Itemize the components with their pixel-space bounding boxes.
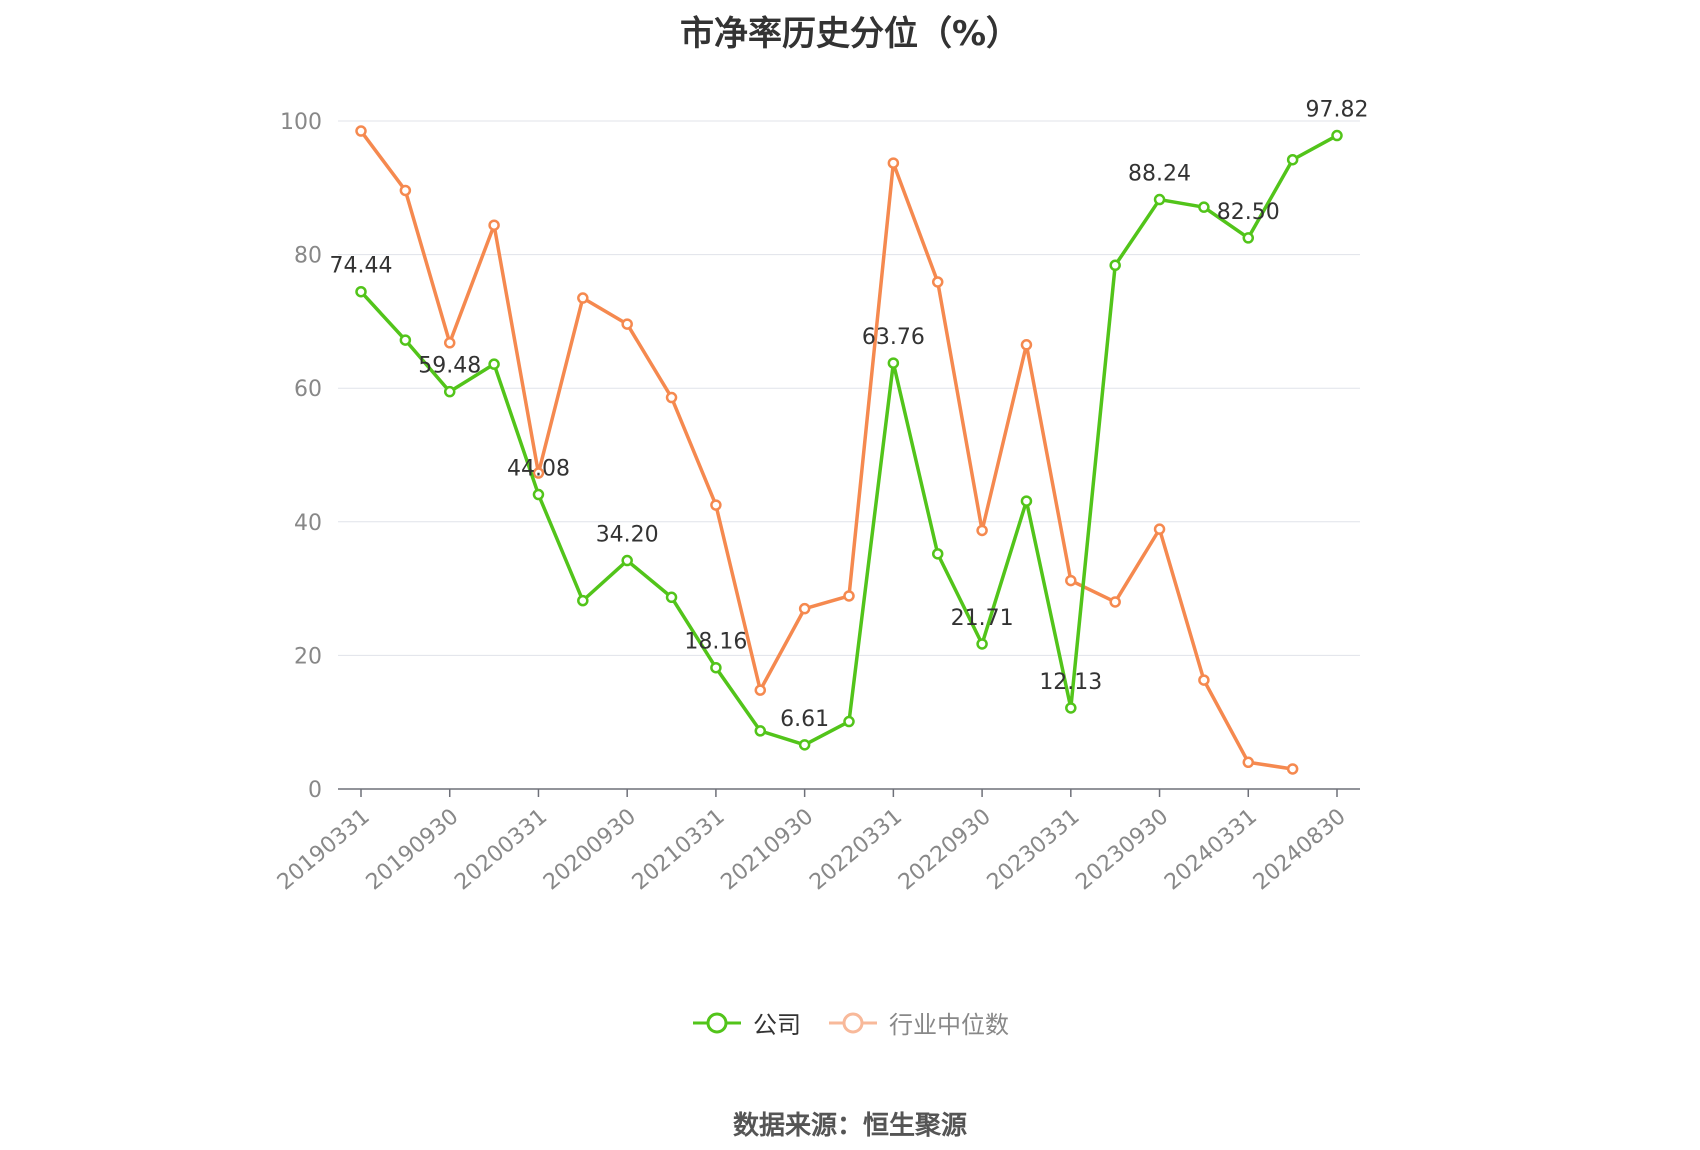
data-point xyxy=(1198,674,1210,686)
y-tick-label: 100 xyxy=(280,110,322,135)
data-point xyxy=(665,391,678,404)
data-point xyxy=(1286,763,1299,775)
x-tick-label: 20200930 xyxy=(539,804,641,895)
data-point xyxy=(1286,153,1299,166)
data-point xyxy=(443,385,456,398)
data-point xyxy=(710,661,722,674)
legend-label: 行业中位数 xyxy=(889,1011,1009,1039)
data-label: 74.44 xyxy=(330,254,393,279)
data-point xyxy=(887,357,900,369)
data-point xyxy=(1065,574,1077,587)
legend: 公司 行业中位数 xyxy=(0,1005,1700,1040)
data-point xyxy=(1020,495,1033,507)
data-point xyxy=(1242,756,1255,769)
data-source-note: 数据来源：恒生聚源 xyxy=(732,1111,967,1141)
data-point xyxy=(1153,193,1166,206)
x-tick-label: 20210331 xyxy=(628,804,730,895)
x-tick-label: 20190331 xyxy=(273,804,375,895)
data-point xyxy=(488,358,500,370)
data-point xyxy=(399,334,412,346)
data-point xyxy=(1198,201,1210,213)
data-point xyxy=(798,739,811,751)
data-label: 44.08 xyxy=(507,457,570,482)
legend-item-industry-median[interactable]: 行业中位数 xyxy=(827,1005,1009,1040)
data-point xyxy=(1020,339,1033,351)
x-tick-label: 20220930 xyxy=(894,804,996,895)
data-point xyxy=(577,292,589,304)
data-point xyxy=(1242,232,1255,244)
y-tick-label: 80 xyxy=(294,244,322,269)
legend-line-circle-icon xyxy=(693,1012,741,1033)
data-label: 34.20 xyxy=(596,523,659,548)
data-point xyxy=(931,276,944,288)
data-point xyxy=(621,554,633,567)
axes: 0 20 40 60 80 100 2019033120190930202003312020… xyxy=(273,110,1360,895)
y-tick-label: 40 xyxy=(294,511,322,536)
x-tick-label: 20230331 xyxy=(983,804,1085,895)
data-point xyxy=(577,594,589,607)
data-point xyxy=(355,285,367,298)
x-tick-label: 20220331 xyxy=(805,804,907,895)
data-point xyxy=(532,467,545,479)
data-labels: 74.44 59.48 44.08 34.20 18.16 6.61 63.76 21.71 1… xyxy=(330,98,1369,732)
data-point xyxy=(488,219,500,231)
data-point xyxy=(1109,259,1121,272)
data-point xyxy=(798,602,811,615)
series-lines xyxy=(355,125,1343,775)
x-tick-label: 20190930 xyxy=(362,804,464,895)
data-point xyxy=(665,591,678,604)
chart-title: 市净率历史分位（%） xyxy=(679,14,1021,54)
y-tick-label: 0 xyxy=(308,778,322,803)
data-point xyxy=(843,590,855,602)
y-tick-label: 60 xyxy=(294,377,322,402)
legend-item-company[interactable]: 公司 xyxy=(691,1005,801,1040)
legend-label: 公司 xyxy=(753,1011,801,1039)
data-label: 97.82 xyxy=(1306,98,1369,123)
x-tick-label: 20200331 xyxy=(450,804,552,895)
data-point xyxy=(355,125,367,137)
x-tick-label: 20230930 xyxy=(1071,804,1173,895)
data-label: 82.50 xyxy=(1217,200,1280,225)
legend-line-circle-icon xyxy=(829,1012,877,1033)
data-label: 88.24 xyxy=(1128,162,1191,187)
x-tick-label: 20240331 xyxy=(1160,804,1262,895)
data-point xyxy=(976,638,988,650)
data-point xyxy=(443,337,456,349)
x-tick-label: 20240830 xyxy=(1249,804,1351,895)
data-point xyxy=(1331,129,1343,142)
data-point xyxy=(399,184,412,197)
data-point xyxy=(1065,702,1077,714)
data-point xyxy=(1153,523,1166,535)
data-label: 59.48 xyxy=(418,354,481,379)
data-point xyxy=(931,548,944,560)
data-point xyxy=(1109,596,1121,608)
data-point xyxy=(887,157,900,169)
data-point xyxy=(710,499,722,511)
data-point xyxy=(976,524,988,537)
data-point xyxy=(532,488,545,501)
series-line xyxy=(359,134,1338,747)
data-label: 63.76 xyxy=(862,325,925,350)
data-label: 6.61 xyxy=(780,707,829,732)
data-label: 12.13 xyxy=(1039,670,1102,695)
line-chart: 0 20 40 60 80 100 2019033120190930202003312020… xyxy=(273,98,1369,896)
data-label: 21.71 xyxy=(951,606,1014,631)
data-point xyxy=(621,318,633,330)
grid-lines xyxy=(338,120,1360,656)
series-line xyxy=(359,129,1293,771)
data-point xyxy=(754,684,767,696)
data-label: 18.16 xyxy=(684,630,747,655)
data-point xyxy=(754,725,767,737)
data-point xyxy=(843,715,855,728)
x-tick-label: 20210930 xyxy=(717,804,819,895)
y-tick-label: 20 xyxy=(294,644,322,669)
